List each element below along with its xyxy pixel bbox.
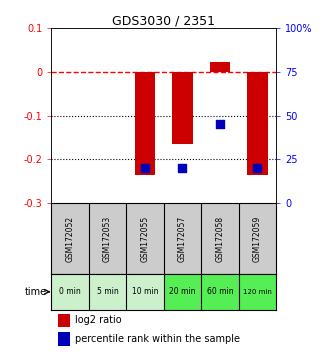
Bar <box>135 72 155 175</box>
Text: 60 min: 60 min <box>207 287 233 296</box>
Bar <box>239 274 276 309</box>
Text: 10 min: 10 min <box>132 287 158 296</box>
Bar <box>89 274 126 309</box>
Bar <box>172 72 193 144</box>
Bar <box>126 203 164 274</box>
Point <box>255 165 260 171</box>
Text: GSM172058: GSM172058 <box>215 216 224 262</box>
Text: log2 ratio: log2 ratio <box>75 315 122 325</box>
Bar <box>201 274 239 309</box>
Text: GSM172053: GSM172053 <box>103 215 112 262</box>
Bar <box>51 274 89 309</box>
Bar <box>164 203 201 274</box>
Bar <box>58 332 70 346</box>
Bar <box>164 274 201 309</box>
Bar <box>201 203 239 274</box>
Text: GSM172057: GSM172057 <box>178 215 187 262</box>
Text: GSM172059: GSM172059 <box>253 215 262 262</box>
Title: GDS3030 / 2351: GDS3030 / 2351 <box>112 14 215 27</box>
Text: GSM172052: GSM172052 <box>65 216 74 262</box>
Text: percentile rank within the sample: percentile rank within the sample <box>75 334 240 344</box>
Bar <box>210 62 230 72</box>
Point <box>217 121 222 127</box>
Text: 20 min: 20 min <box>169 287 196 296</box>
Bar <box>247 72 268 175</box>
Bar <box>239 203 276 274</box>
Text: GSM172055: GSM172055 <box>141 215 150 262</box>
Text: 0 min: 0 min <box>59 287 81 296</box>
Bar <box>89 203 126 274</box>
Bar <box>58 314 70 327</box>
Bar <box>51 203 89 274</box>
Point <box>143 165 148 171</box>
Text: time: time <box>25 287 47 297</box>
Point <box>180 165 185 171</box>
Bar <box>126 274 164 309</box>
Text: 120 min: 120 min <box>243 289 272 295</box>
Text: 5 min: 5 min <box>97 287 118 296</box>
